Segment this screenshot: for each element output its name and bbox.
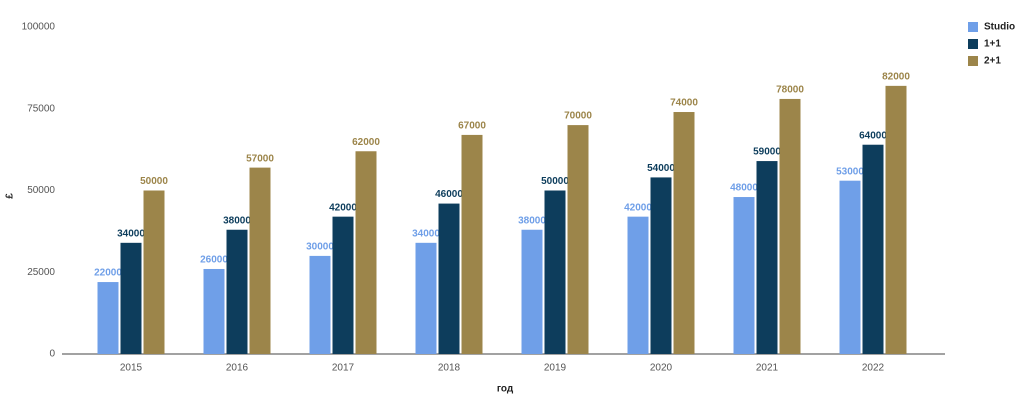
- legend-label: 1+1: [984, 39, 1001, 50]
- bar: [885, 85, 907, 355]
- legend-swatch: [968, 56, 978, 66]
- bar: [567, 125, 589, 354]
- value-label: 57000: [246, 153, 274, 164]
- y-tick-label: 25000: [27, 267, 55, 278]
- bar: [627, 216, 649, 354]
- legend-swatch: [968, 22, 978, 32]
- y-tick-label: 0: [49, 349, 55, 360]
- value-label: 26000: [200, 255, 228, 266]
- value-label: 34000: [412, 228, 440, 239]
- bar: [521, 229, 543, 354]
- bar: [332, 216, 354, 354]
- bar: [415, 242, 437, 354]
- value-label: 46000: [435, 189, 463, 200]
- bar: [673, 112, 695, 355]
- bar: [120, 242, 142, 354]
- value-label: 59000: [753, 147, 781, 158]
- value-label: 78000: [776, 85, 804, 96]
- x-tick-label: 2018: [438, 363, 461, 374]
- value-label: 34000: [117, 228, 145, 239]
- bar: [544, 190, 566, 354]
- x-tick-label: 2022: [862, 363, 885, 374]
- bar: [733, 197, 755, 354]
- legend-swatch: [968, 39, 978, 49]
- bar: [309, 255, 331, 354]
- value-label: 42000: [624, 202, 652, 213]
- bar: [143, 190, 165, 354]
- bar: [97, 282, 119, 354]
- bar: [862, 144, 884, 354]
- y-tick-label: 100000: [22, 22, 56, 33]
- x-tick-label: 2020: [650, 363, 673, 374]
- legend-label: 2+1: [984, 56, 1001, 67]
- value-label: 50000: [140, 176, 168, 187]
- bar: [226, 229, 248, 354]
- x-tick-label: 2019: [544, 363, 567, 374]
- bar: [438, 203, 460, 354]
- y-tick-label: 75000: [27, 103, 55, 114]
- x-tick-label: 2017: [332, 363, 355, 374]
- value-label: 70000: [564, 111, 592, 122]
- x-tick-label: 2016: [226, 363, 249, 374]
- value-label: 74000: [670, 98, 698, 109]
- x-axis-label: год: [497, 384, 514, 395]
- x-tick-label: 2015: [120, 363, 143, 374]
- legend-label: Studio: [984, 22, 1015, 33]
- x-tick-label: 2021: [756, 363, 779, 374]
- bar: [203, 268, 225, 354]
- y-axis-label: £: [5, 193, 16, 199]
- value-label: 30000: [306, 242, 334, 253]
- value-label: 38000: [223, 215, 251, 226]
- value-label: 38000: [518, 215, 546, 226]
- bar: [839, 180, 861, 354]
- value-label: 64000: [859, 130, 887, 141]
- value-label: 48000: [730, 183, 758, 194]
- bar: [756, 161, 778, 354]
- bar: [249, 167, 271, 354]
- value-label: 42000: [329, 202, 357, 213]
- value-label: 22000: [94, 268, 122, 279]
- value-label: 62000: [352, 137, 380, 148]
- y-tick-label: 50000: [27, 185, 55, 196]
- value-label: 82000: [882, 72, 910, 83]
- value-label: 50000: [541, 176, 569, 187]
- value-label: 53000: [836, 166, 864, 177]
- value-label: 54000: [647, 163, 675, 174]
- bar: [779, 98, 801, 354]
- bar: [355, 151, 377, 354]
- bar: [461, 134, 483, 354]
- bar: [650, 177, 672, 354]
- value-label: 67000: [458, 121, 486, 132]
